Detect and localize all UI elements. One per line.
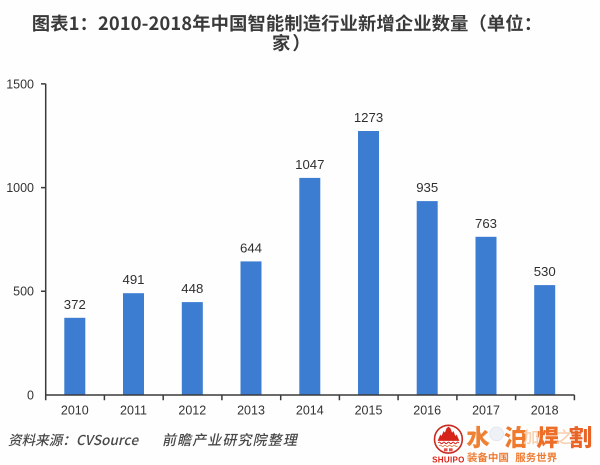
- svg-text:2015: 2015: [355, 404, 383, 418]
- svg-text:2013: 2013: [237, 404, 265, 418]
- svg-text:448: 448: [181, 281, 203, 296]
- svg-text:1273: 1273: [354, 110, 383, 125]
- svg-text:530: 530: [534, 264, 556, 279]
- svg-text:1047: 1047: [295, 157, 324, 172]
- svg-text:2016: 2016: [413, 404, 441, 418]
- svg-text:2012: 2012: [178, 404, 206, 418]
- svg-text:SHUIPO: SHUIPO: [432, 455, 464, 464]
- svg-text:2011: 2011: [120, 404, 147, 418]
- svg-text:491: 491: [122, 272, 144, 287]
- svg-text:500: 500: [13, 285, 34, 299]
- svg-text:935: 935: [416, 180, 438, 195]
- svg-text:2018: 2018: [531, 404, 559, 418]
- svg-text:763: 763: [475, 216, 497, 231]
- svg-text:0: 0: [27, 388, 34, 402]
- svg-text:644: 644: [240, 240, 262, 255]
- svg-text:2014: 2014: [296, 404, 324, 418]
- svg-text:2017: 2017: [472, 404, 500, 418]
- svg-text:1000: 1000: [6, 181, 34, 195]
- svg-text:372: 372: [64, 297, 86, 312]
- svg-text:2010: 2010: [61, 404, 89, 418]
- svg-text:1500: 1500: [6, 77, 34, 91]
